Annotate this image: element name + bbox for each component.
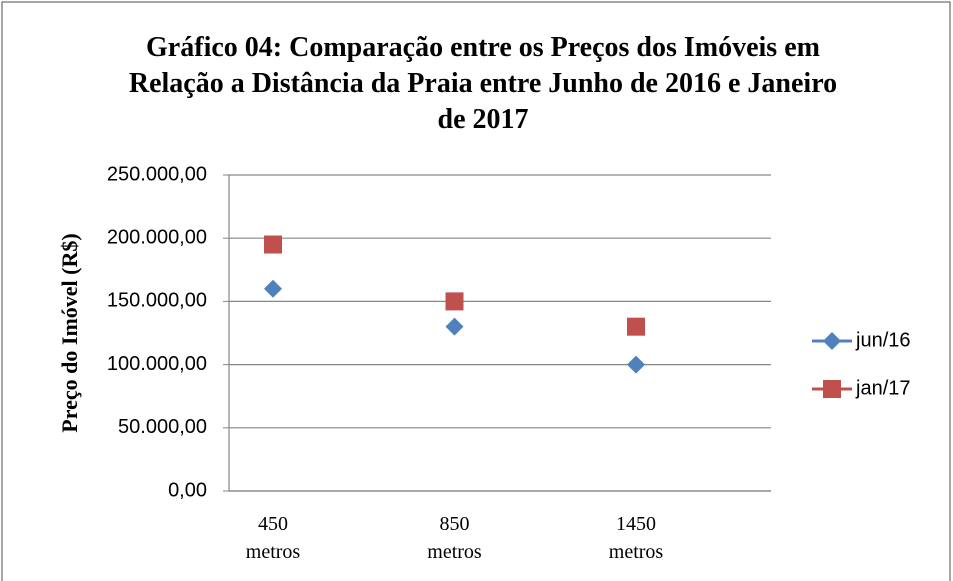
y-tick-label: 0,00 <box>168 479 207 501</box>
y-tick-label: 250.000,00 <box>107 163 207 185</box>
marker <box>264 279 282 298</box>
x-tick-label-line: 1450 <box>616 513 656 535</box>
x-tick-label-line: 450 <box>258 513 288 535</box>
x-tick-label-line: 850 <box>440 513 470 535</box>
x-tick-label-line: metros <box>609 541 664 563</box>
marker <box>445 317 464 336</box>
x-tick-label-line: metros <box>246 541 301 563</box>
marker <box>264 235 282 254</box>
marker <box>627 355 645 374</box>
x-tick-label: 450 metros <box>246 513 301 563</box>
marker <box>627 317 645 336</box>
x-tick-label: 850 metros <box>427 513 482 563</box>
legend-marker <box>823 332 841 350</box>
marker <box>445 292 464 311</box>
x-tick-label-line: metros <box>427 541 482 563</box>
y-tick-label: 150.000,00 <box>107 290 207 312</box>
chart-title: Gráfico 04: Comparação entre os Preços d… <box>128 32 838 135</box>
legend-label: jan/17 <box>855 377 911 399</box>
y-axis-label: Preço do Imóvel (R$) <box>57 233 82 432</box>
x-tick-label: 1450 metros <box>609 513 664 563</box>
y-tick-label: 50.000,00 <box>118 416 207 438</box>
y-tick-label: 200.000,00 <box>107 226 207 248</box>
legend-label: jun/16 <box>855 329 911 351</box>
legend-marker <box>823 380 841 398</box>
y-tick-label: 100.000,00 <box>107 353 207 375</box>
